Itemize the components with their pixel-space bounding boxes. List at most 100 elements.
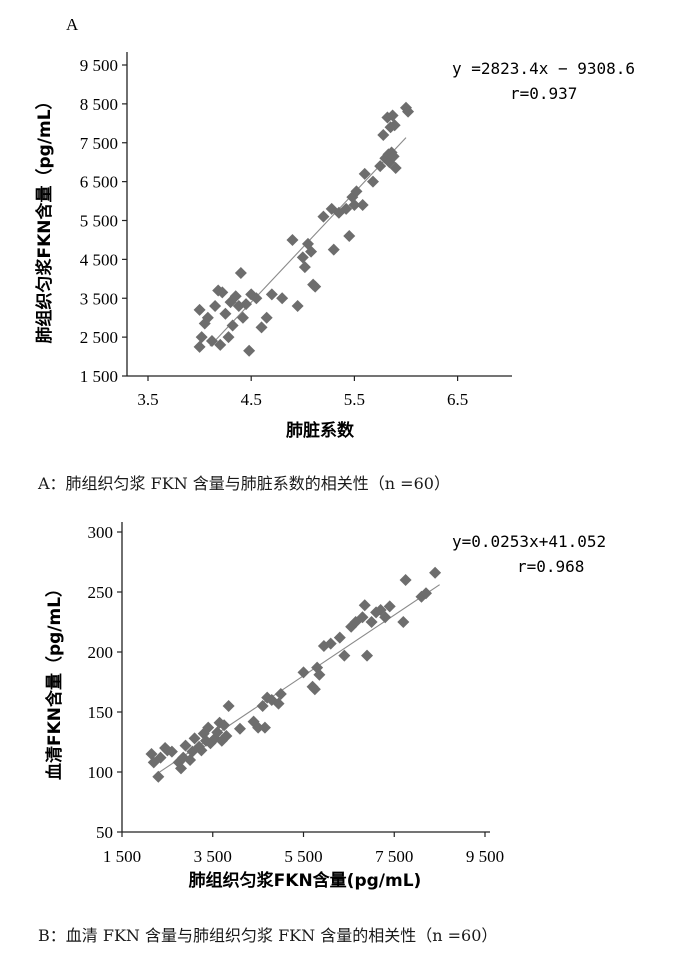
panel-a-data-point <box>343 230 356 243</box>
panel-a-data-point <box>214 338 227 351</box>
panel-b-data-point <box>272 697 285 710</box>
panel-b-data-point <box>297 666 310 679</box>
panel-b-data-point <box>420 587 433 600</box>
panel-a-data-point <box>388 119 401 132</box>
panel-b-x-tick-label: 7 500 <box>375 847 413 866</box>
panel-a-data-point <box>236 311 249 324</box>
panel-a-data-point <box>327 243 340 256</box>
panel-a-data-point <box>402 105 415 118</box>
panel-a-data-point <box>377 128 390 141</box>
panel-b-data-point <box>313 668 326 681</box>
panel-b-x-tick-label: 1 500 <box>103 847 141 866</box>
panel-a-r-value: r=0.937 <box>510 84 577 103</box>
panel-b-data-point <box>252 721 265 734</box>
panel-a-data-point <box>240 298 253 311</box>
panel-b-data-point <box>220 730 233 742</box>
panel-a-data-point <box>250 292 263 305</box>
panel-a-data-point <box>255 321 268 334</box>
panel-b-x-tick-label: 5 500 <box>284 847 322 866</box>
panel-b-y-tick-label: 200 <box>88 643 114 662</box>
panel-a-data-point <box>193 340 206 353</box>
panel-a-data-point <box>222 331 235 344</box>
panel-a-x-tick-label: 6.5 <box>447 390 468 409</box>
panel-b-data-point <box>174 762 187 775</box>
panel-a-data-point <box>243 344 256 357</box>
panel-b-x-tick-label: 3 500 <box>194 847 232 866</box>
panel-a-data-point <box>229 290 242 303</box>
panel-a-data-point <box>305 245 318 258</box>
panel-a-data-point <box>348 198 361 211</box>
panel-b-data-point <box>358 599 371 612</box>
panel-b-data-point <box>152 770 165 783</box>
panel-a-y-tick-label: 1 500 <box>80 367 118 386</box>
panel-b-y-tick-label: 150 <box>88 703 114 722</box>
panel-b-data-point <box>195 744 208 757</box>
panel-b-data-point <box>274 688 287 700</box>
panel-b-data-point <box>397 616 410 628</box>
panel-a-y-axis-title: 肺组织匀浆FKN含量（pg/mL） <box>34 92 55 343</box>
panel-a-data-point <box>340 202 353 215</box>
panel-a-x-tick-label: 3.5 <box>137 390 158 409</box>
panel-a-data-point <box>317 210 330 223</box>
panel-a-data-point <box>298 261 311 274</box>
panel-b-caption: B：血清 FKN 含量与肺组织匀浆 FKN 含量的相关性（n =60） <box>38 926 498 945</box>
panel-b-data-point <box>429 566 442 579</box>
panel-a-y-tick-label: 8 500 <box>80 95 118 114</box>
panel-a-data-point <box>366 175 379 188</box>
panel-a-letter: A <box>66 15 79 34</box>
panel-a-y-tick-label: 5 500 <box>80 212 118 231</box>
panel-a-equation: y =2823.4x − 9308.6 <box>452 59 635 78</box>
panel-a-x-axis-title: 肺脏系数 <box>286 420 355 441</box>
panel-a-scatter: 1 500 2 500 3 500 4 500 5 500 6 500 7 500 8 500… <box>80 52 512 409</box>
panel-b-data-point <box>145 748 158 760</box>
panel-a-y-tick-label: 7 500 <box>80 134 118 153</box>
panel-a-data-point <box>350 185 363 198</box>
panel-a-data-point <box>216 286 229 299</box>
panel-b-scatter: 50 100 150 200 250 300 1 500 3 500 5 500 7 500 9 5… <box>88 522 504 866</box>
panel-b-data-point <box>356 611 369 624</box>
panel-a-data-point <box>356 198 369 211</box>
panel-a-caption: A：肺组织匀浆 FKN 含量与肺脏系数的相关性（n =60） <box>38 474 450 493</box>
panel-a-data-point <box>195 331 208 344</box>
panel-b-data-point <box>165 745 178 758</box>
panel-b-data-point <box>154 751 167 764</box>
panel-a-data-point <box>245 288 258 301</box>
panel-b-data-point <box>379 611 392 624</box>
panel-b-data-point <box>211 726 224 739</box>
panel-b-data-point <box>338 649 351 662</box>
panel-a-y-tick-label: 6 500 <box>80 173 118 192</box>
panel-a-data-point <box>193 303 206 316</box>
panel-a-data-point <box>386 109 399 122</box>
panel-a-data-point <box>209 300 222 313</box>
panel-b-r-value: r=0.968 <box>517 557 584 576</box>
panel-a-data-point <box>265 288 278 301</box>
panel-a-data-point <box>296 251 309 264</box>
panel-a-data-point <box>205 335 218 348</box>
panel-a-data-point <box>219 307 232 320</box>
panel-a-data-point <box>374 160 387 173</box>
panel-b-data-point <box>222 700 235 712</box>
panel-b-x-tick-label: 9 500 <box>466 847 504 866</box>
panel-b-y-tick-label: 100 <box>88 763 114 782</box>
panel-b-y-axis-title: 血清FKN含量（pg/mL） <box>44 580 65 780</box>
panel-b-data-point <box>399 574 412 586</box>
panel-b-y-tick-label: 250 <box>88 583 114 602</box>
panel-b-equation: y=0.0253x+41.052 <box>452 532 606 551</box>
panel-b-data-point <box>179 739 192 752</box>
panel-b-y-tick-label: 300 <box>88 523 114 542</box>
panel-b-data-point <box>258 721 271 734</box>
panel-a-data-point <box>260 311 273 324</box>
panel-b-data-point <box>383 600 396 613</box>
panel-a-data-point <box>276 292 289 305</box>
panel-a-data-point <box>358 167 371 180</box>
panel-b-data-point <box>308 683 321 696</box>
panel-a-data-point <box>201 311 214 324</box>
panel-b-x-axis-title: 肺组织匀浆FKN含量(pg/mL) <box>189 870 422 891</box>
panel-a-x-tick-label: 5.5 <box>344 390 365 409</box>
panel-a-data-point <box>389 162 402 175</box>
panel-a-y-tick-label: 2 500 <box>80 328 118 347</box>
panel-b-data-point <box>184 754 197 766</box>
panel-a-data-point <box>291 300 304 313</box>
panel-b-data-point <box>233 722 246 735</box>
